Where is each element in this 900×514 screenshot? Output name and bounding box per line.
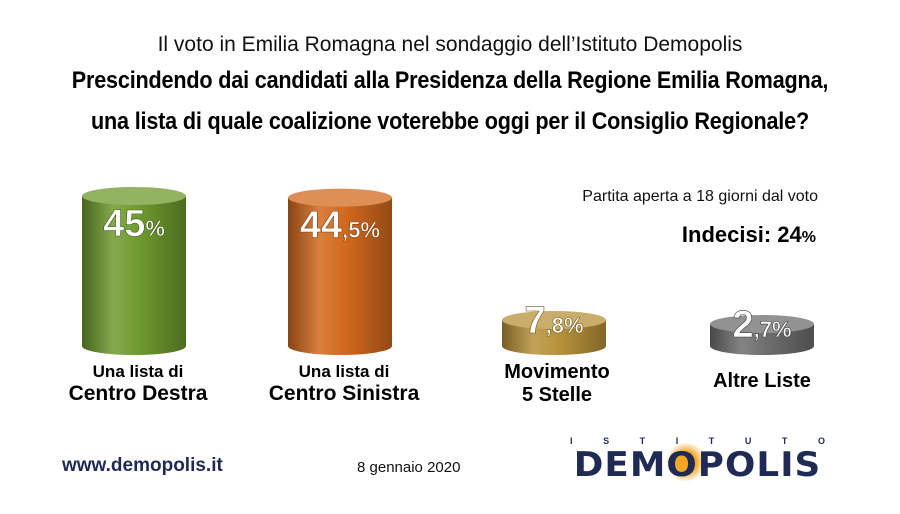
- bar-cap: [710, 315, 814, 333]
- category-label-centro-destra: Una lista di Centro Destra: [48, 362, 228, 406]
- bar-value-label: 2,7%: [732, 304, 791, 346]
- bar-body: [502, 320, 606, 355]
- bar-0: 45%: [82, 187, 186, 355]
- category-label-altre-liste: Altre Liste: [672, 370, 852, 393]
- survey-date: 8 gennaio 2020: [357, 459, 461, 476]
- bar-body: [82, 196, 186, 355]
- category-label-line2: Centro Destra: [68, 381, 208, 405]
- subtitle: Il voto in Emilia Romagna nel sondaggio …: [157, 33, 743, 56]
- title-line-1: Prescindendo dai candidati alla Presiden…: [71, 67, 829, 94]
- logo-glow: [666, 442, 706, 482]
- title-line-2: una lista di quale coalizione voterebbe …: [91, 108, 809, 135]
- category-label-line2: Centro Sinistra: [268, 381, 420, 405]
- bar-cap: [288, 188, 392, 207]
- bar-value-label: 45%: [103, 203, 165, 245]
- undecided-figure: Indecisi: 24%: [682, 222, 816, 248]
- bar-1: 44,5%: [288, 188, 392, 355]
- category-label-line2: 5 Stelle: [521, 384, 593, 406]
- bar-cap: [82, 187, 186, 205]
- logo-big-text: DEMOPOLIS: [573, 445, 822, 485]
- undecided-unit: %: [801, 229, 816, 246]
- bar-cap: [502, 311, 606, 329]
- bar-value-label: 44,5%: [300, 205, 380, 247]
- category-label-line1: Movimento: [504, 361, 610, 383]
- bar-3: 2,7%: [710, 304, 814, 355]
- undecided-value: 24: [777, 222, 802, 247]
- bar-body: [288, 197, 392, 355]
- undecided-label: Indecisi:: [681, 222, 772, 247]
- bar-2: 7,8%: [502, 300, 606, 355]
- category-label-centro-sinistra: Una lista di Centro Sinistra: [254, 362, 434, 406]
- website-link[interactable]: www.demopolis.it: [62, 455, 223, 476]
- campaign-note: Partita aperta a 18 giorni dal voto: [582, 188, 818, 205]
- bar-value-label: 7,8%: [524, 300, 583, 342]
- category-label-m5s: Movimento 5 Stelle: [467, 361, 647, 407]
- category-label-line1: Una lista di: [92, 362, 184, 381]
- category-label-line2: Altre Liste: [713, 370, 811, 392]
- category-label-line1: Una lista di: [298, 362, 390, 381]
